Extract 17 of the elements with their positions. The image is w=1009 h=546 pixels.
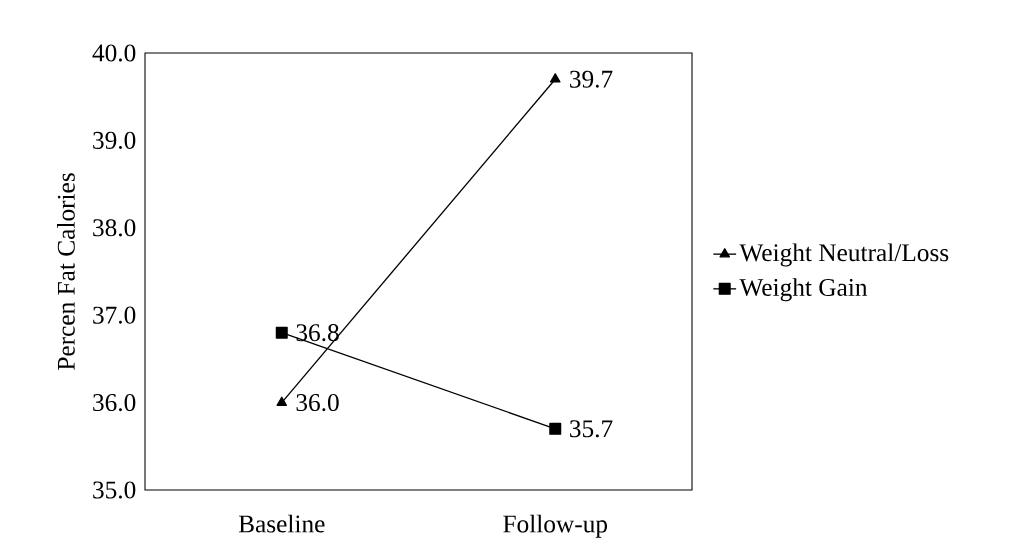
legend-label: Weight Neutral/Loss — [739, 243, 949, 267]
y-tick-label: 37.0 — [93, 306, 136, 324]
legend-label: Weight Gain — [739, 278, 868, 302]
x-tick-label: Follow-up — [503, 514, 608, 538]
y-tick-label: 38.0 — [93, 219, 136, 237]
y-tick-label: 36.0 — [93, 393, 136, 412]
point — [549, 422, 562, 435]
y-axis-title: Percen Fat Calories — [57, 173, 75, 370]
x-tick-label: Baseline — [238, 514, 325, 533]
data-label: 36.0 — [296, 393, 339, 412]
data-label: 35.7 — [570, 420, 613, 438]
y-tick-label: 35.0 — [93, 481, 136, 499]
data-label: 36.8 — [296, 324, 339, 342]
y-tick-label: 40.0 — [92, 44, 136, 62]
data-label: 39.7 — [570, 70, 613, 88]
y-tick-label: 39.0 — [93, 131, 136, 149]
point — [275, 326, 288, 339]
